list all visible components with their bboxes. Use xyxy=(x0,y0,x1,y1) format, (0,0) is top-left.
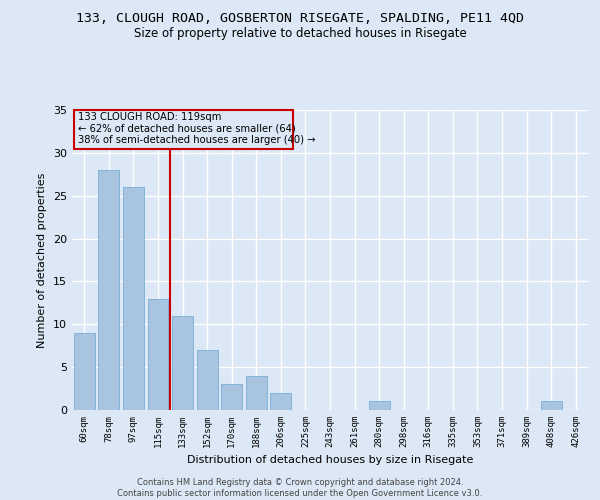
Text: 133 CLOUGH ROAD: 119sqm
← 62% of detached houses are smaller (64)
38% of semi-de: 133 CLOUGH ROAD: 119sqm ← 62% of detache… xyxy=(78,112,316,146)
Bar xyxy=(123,187,144,410)
X-axis label: Distribution of detached houses by size in Risegate: Distribution of detached houses by size … xyxy=(187,456,473,466)
Bar xyxy=(74,333,95,410)
Bar xyxy=(221,384,242,410)
Bar xyxy=(172,316,193,410)
Text: Size of property relative to detached houses in Risegate: Size of property relative to detached ho… xyxy=(134,28,466,40)
Text: 133, CLOUGH ROAD, GOSBERTON RISEGATE, SPALDING, PE11 4QD: 133, CLOUGH ROAD, GOSBERTON RISEGATE, SP… xyxy=(76,12,524,26)
Bar xyxy=(246,376,267,410)
Bar xyxy=(148,298,169,410)
Y-axis label: Number of detached properties: Number of detached properties xyxy=(37,172,47,348)
Bar xyxy=(541,402,562,410)
Text: Contains HM Land Registry data © Crown copyright and database right 2024.
Contai: Contains HM Land Registry data © Crown c… xyxy=(118,478,482,498)
FancyBboxPatch shape xyxy=(74,110,293,148)
Bar xyxy=(271,393,292,410)
Bar xyxy=(368,402,389,410)
Bar xyxy=(197,350,218,410)
Bar xyxy=(98,170,119,410)
